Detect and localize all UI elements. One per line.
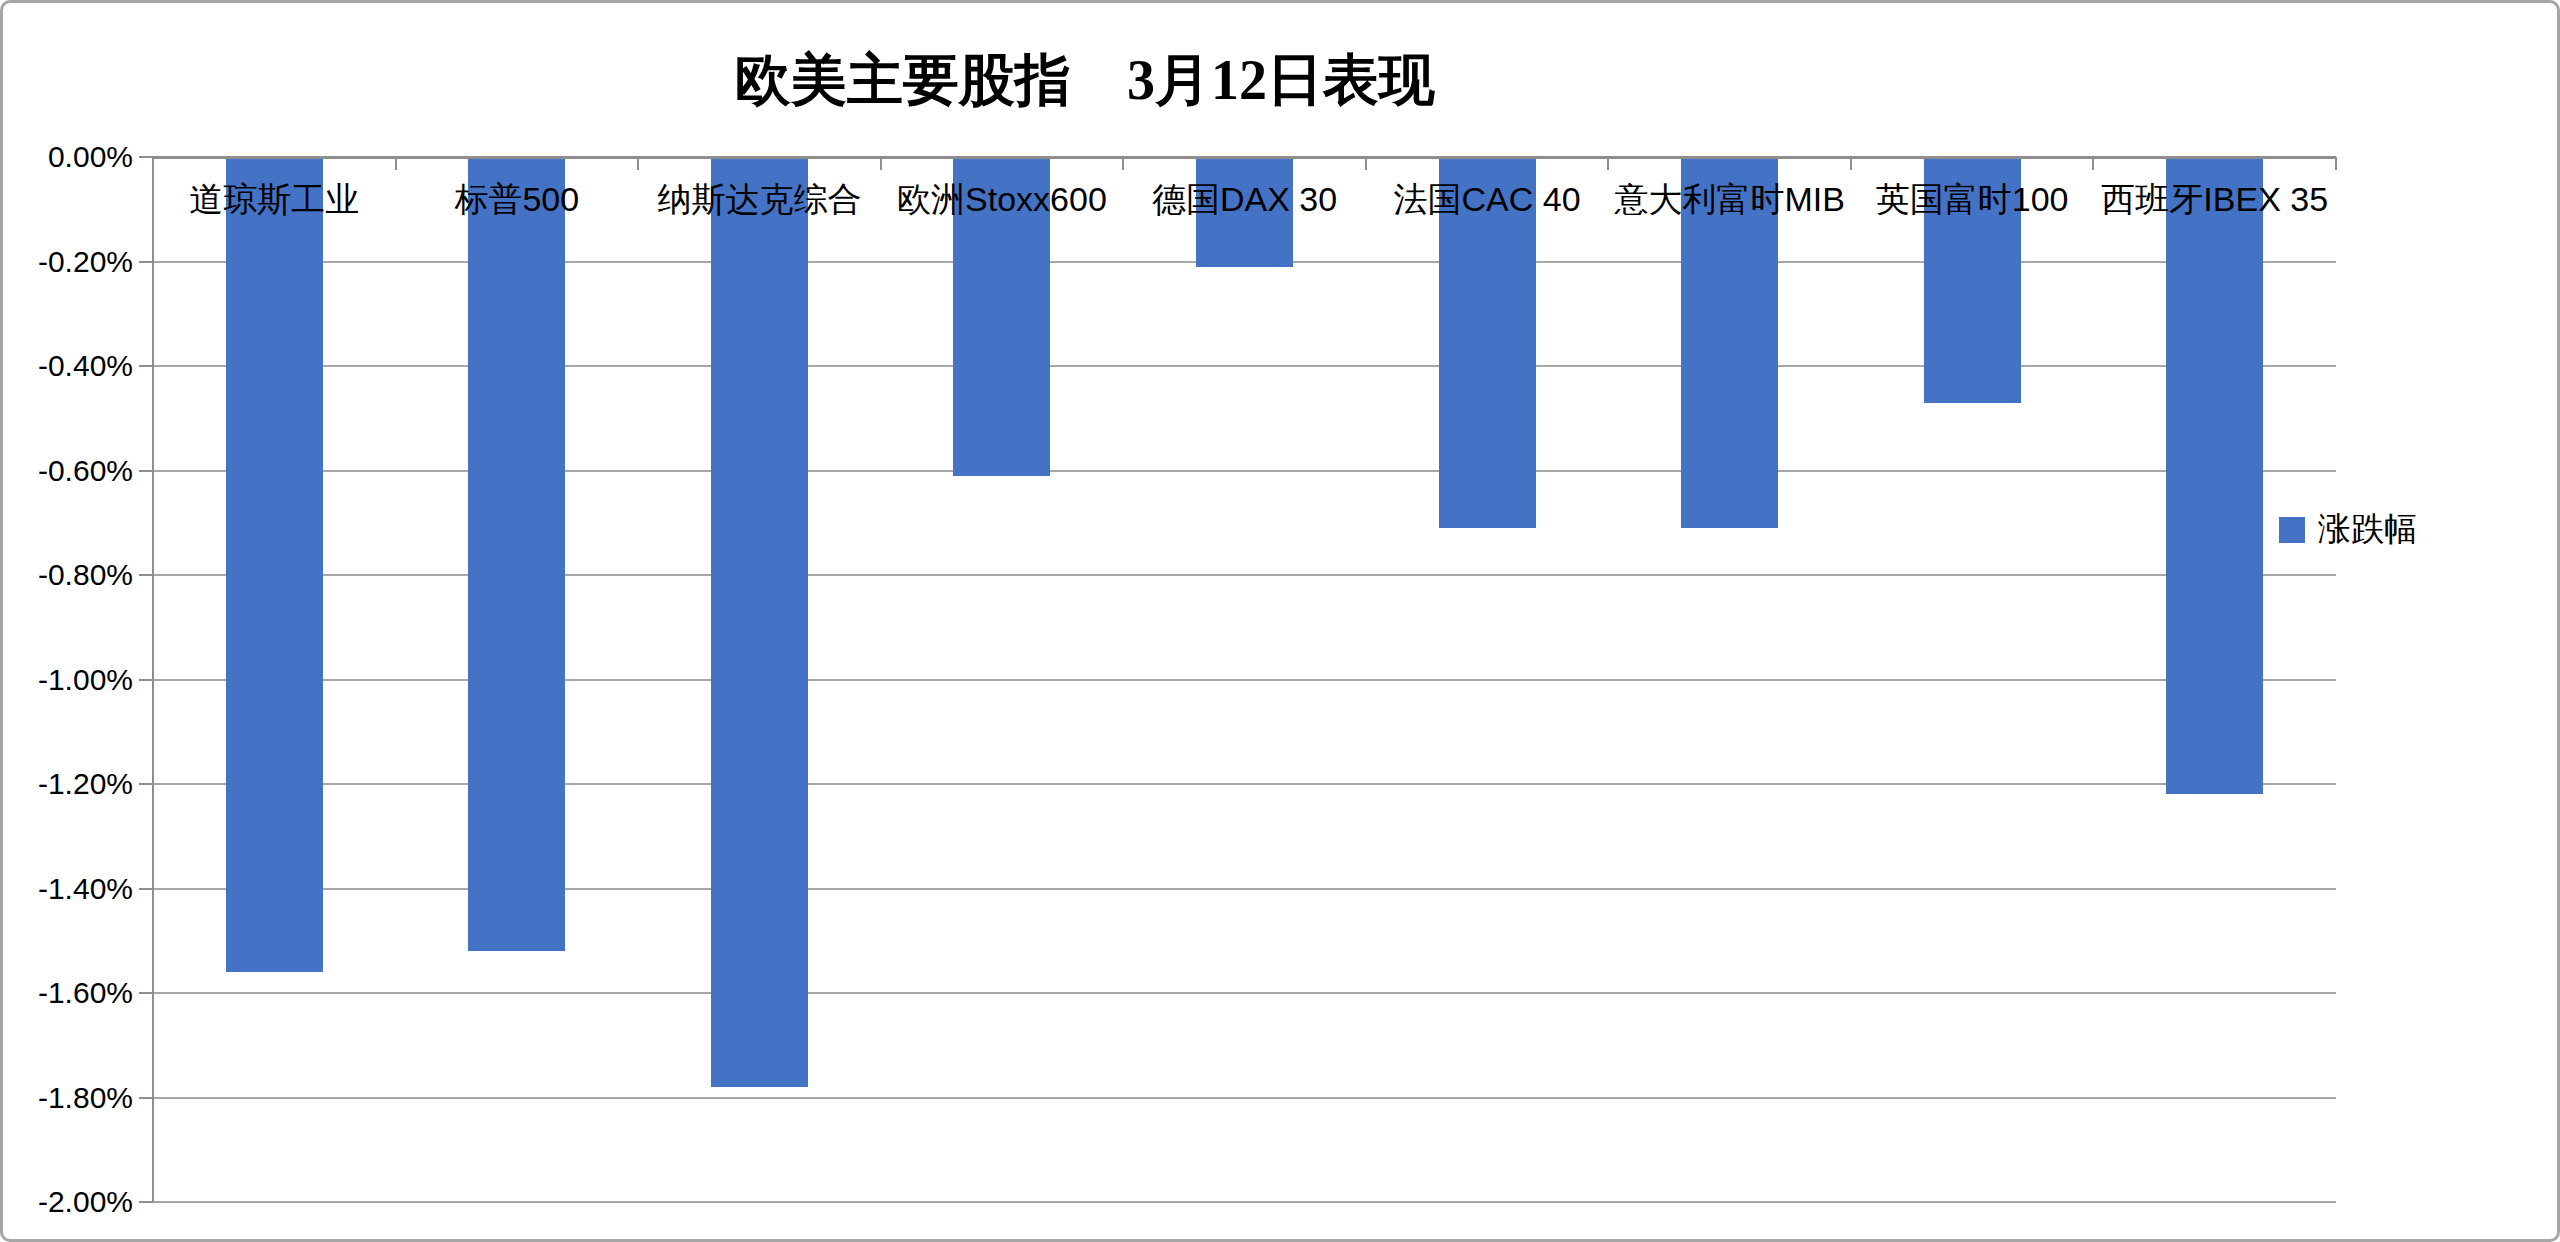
y-axis-tick bbox=[139, 679, 153, 681]
category-boundary-tick bbox=[1365, 157, 1367, 170]
category-boundary-tick bbox=[2335, 157, 2337, 170]
y-axis-label: -0.60% bbox=[3, 452, 133, 490]
x-axis-line bbox=[153, 156, 2336, 159]
y-axis-tick bbox=[139, 888, 153, 890]
category-boundary-tick bbox=[2092, 157, 2094, 170]
bar bbox=[226, 158, 323, 972]
y-axis-tick bbox=[139, 1097, 153, 1099]
y-axis-tick bbox=[139, 261, 153, 263]
gridline bbox=[153, 1097, 2336, 1099]
y-axis-label: -2.00% bbox=[3, 1183, 133, 1221]
gridline bbox=[153, 992, 2336, 994]
category-boundary-tick bbox=[1122, 157, 1124, 170]
chart-title: 欧美主要股指 3月12日表现 bbox=[735, 43, 1435, 119]
bar bbox=[2166, 158, 2263, 794]
y-axis-tick bbox=[139, 156, 153, 158]
y-axis-label: -0.40% bbox=[3, 347, 133, 385]
y-axis-tick bbox=[139, 470, 153, 472]
category-boundary-tick bbox=[637, 157, 639, 170]
category-boundary-tick bbox=[395, 157, 397, 170]
category-label: 西班牙IBEX 35 bbox=[2005, 179, 2425, 219]
legend: 涨跌幅 bbox=[2279, 507, 2417, 552]
category-boundary-tick bbox=[152, 157, 154, 170]
y-axis-label: -1.40% bbox=[3, 870, 133, 908]
y-axis-line bbox=[152, 157, 154, 1202]
y-axis-tick bbox=[139, 574, 153, 576]
bar bbox=[468, 158, 565, 951]
category-boundary-tick bbox=[880, 157, 882, 170]
y-axis-label: -0.20% bbox=[3, 243, 133, 281]
category-boundary-tick bbox=[1850, 157, 1852, 170]
gridline bbox=[153, 1201, 2336, 1203]
y-axis-label: 0.00% bbox=[3, 138, 133, 176]
y-axis-tick bbox=[139, 783, 153, 785]
bar bbox=[711, 158, 808, 1087]
chart-canvas: 欧美主要股指 3月12日表现 涨跌幅 0.00% -0.20% -0.40% -0.6… bbox=[0, 0, 2560, 1242]
category-boundary-tick bbox=[1607, 157, 1609, 170]
y-axis-label: -1.20% bbox=[3, 765, 133, 803]
y-axis-label: -1.60% bbox=[3, 974, 133, 1012]
y-axis-label: -0.80% bbox=[3, 556, 133, 594]
legend-label: 涨跌幅 bbox=[2318, 507, 2417, 552]
legend-swatch bbox=[2279, 517, 2305, 543]
y-axis-label: -1.00% bbox=[3, 661, 133, 699]
y-axis-tick bbox=[139, 992, 153, 994]
y-axis-tick bbox=[139, 1201, 153, 1203]
y-axis-label: -1.80% bbox=[3, 1079, 133, 1117]
y-axis-tick bbox=[139, 365, 153, 367]
